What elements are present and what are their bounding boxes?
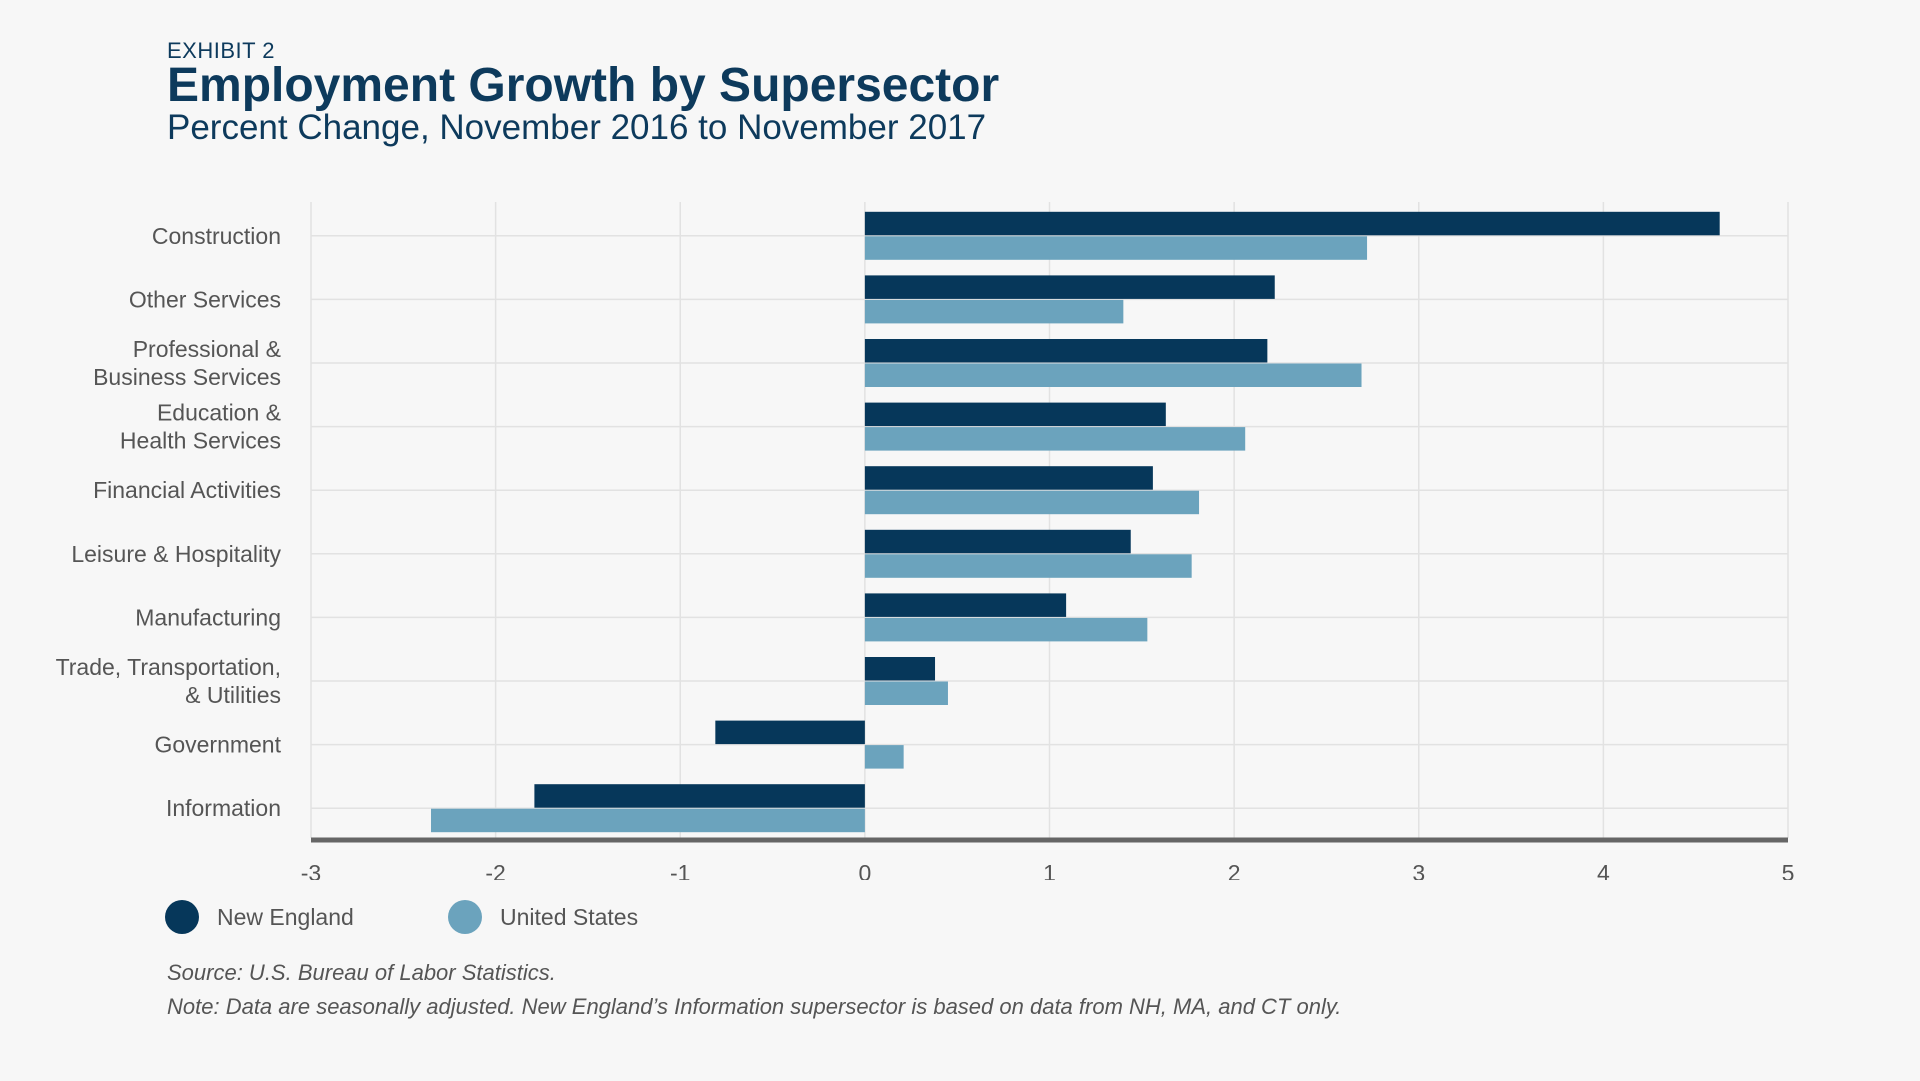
category-label: & Utilities [185, 682, 281, 708]
bar-new-england [864, 593, 1067, 617]
bar-united-states [864, 617, 1148, 642]
x-tick-label: 4 [1597, 860, 1610, 880]
bar-united-states [864, 299, 1124, 324]
legend-label-new-england: New England [217, 903, 354, 930]
bar-new-england [715, 720, 865, 745]
category-label: Education & [157, 400, 281, 426]
chart-title: Employment Growth by Supersector [167, 59, 1000, 112]
bar-united-states [864, 490, 1200, 515]
bar-united-states [864, 236, 1368, 260]
bar-united-states [864, 554, 1192, 578]
category-label: Business Services [93, 364, 281, 390]
bar-new-england [864, 402, 1166, 427]
bar-new-england [864, 466, 1153, 490]
x-tick-label: 3 [1412, 860, 1425, 880]
bar-chart: -3 -2 -1 0 1 2 3 4 5 Construction Other Services Pr… [56, 202, 1795, 880]
legend-label-united-states: United States [500, 903, 639, 930]
category-label: Other Services [129, 286, 281, 312]
legend-swatch-united-states [448, 900, 482, 934]
category-label: Construction [152, 223, 281, 249]
bar-new-england [864, 529, 1131, 554]
x-tick-label: 1 [1043, 860, 1056, 880]
category-label: Trade, Transportation, [56, 654, 281, 680]
x-tick-label: 2 [1228, 860, 1241, 880]
bar-united-states [864, 681, 948, 705]
bar-new-england [864, 339, 1268, 363]
source-note: Source: U.S. Bureau of Labor Statistics. [167, 960, 556, 985]
chart-subtitle: Percent Change, November 2016 to Novembe… [167, 108, 987, 147]
x-tick-label: 5 [1782, 860, 1795, 880]
category-label: Financial Activities [93, 477, 281, 503]
bar-united-states [864, 745, 904, 769]
x-tick-label: -2 [485, 860, 505, 880]
category-label: Professional & [133, 336, 281, 362]
exhibit-label: EXHIBIT 2 [167, 38, 276, 63]
legend-item-united-states: United States [448, 900, 638, 934]
bar-new-england [534, 784, 865, 808]
legend-swatch-new-england [165, 900, 199, 934]
x-tick-label: 0 [858, 860, 871, 880]
x-tick-label: -1 [670, 860, 690, 880]
category-label: Information [166, 795, 281, 821]
bar-new-england [864, 211, 1720, 236]
data-note: Note: Data are seasonally adjusted. New … [167, 994, 1342, 1019]
bar-united-states [431, 808, 865, 833]
category-label: Health Services [120, 428, 281, 454]
category-label: Leisure & Hospitality [71, 541, 281, 567]
category-label: Government [154, 732, 281, 758]
x-tick-label: -3 [301, 860, 321, 880]
bar-new-england [864, 657, 936, 681]
bar-united-states [864, 363, 1362, 387]
bar-united-states [864, 427, 1246, 451]
category-label: Manufacturing [135, 604, 281, 630]
bar-new-england [864, 275, 1275, 299]
legend-item-new-england: New England [165, 900, 354, 934]
